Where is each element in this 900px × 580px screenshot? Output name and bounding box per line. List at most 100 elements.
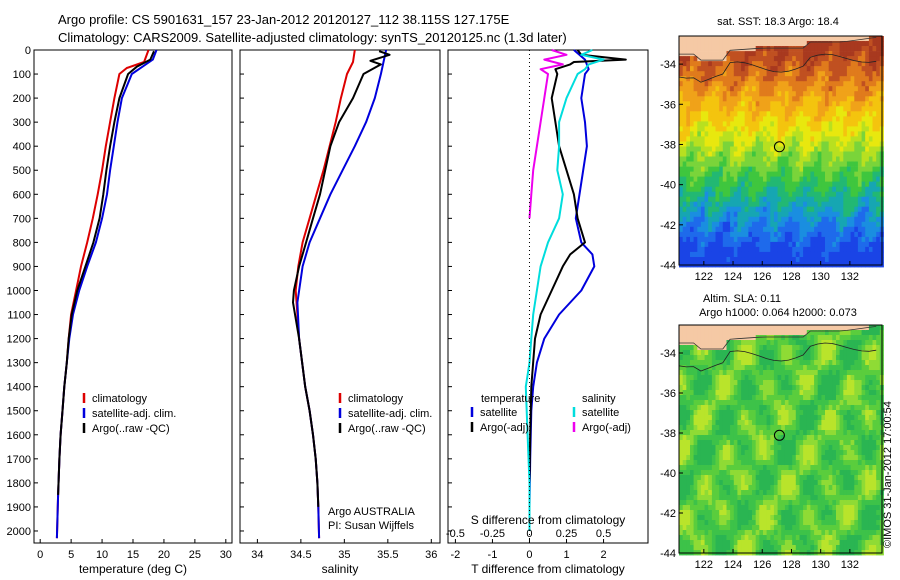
map-cell [686, 485, 691, 491]
map-cell [763, 475, 768, 481]
map-cell [825, 106, 830, 112]
map-cell [814, 191, 819, 198]
map-cell [777, 445, 782, 451]
map-cell [744, 251, 749, 258]
map-cell [766, 450, 771, 456]
map-cell [748, 141, 753, 147]
map-cell [810, 465, 815, 471]
map-cell [700, 196, 705, 203]
map-cell [781, 545, 786, 551]
map-cell [748, 385, 753, 391]
map-cell [814, 470, 819, 476]
map-cell [795, 485, 800, 491]
map-cell [803, 221, 808, 228]
map-cell [828, 500, 833, 506]
map-cell [814, 241, 819, 248]
map-cell [817, 335, 822, 341]
map-cell [795, 56, 800, 62]
map-cell [868, 41, 873, 47]
land-cell [803, 325, 808, 331]
map-cell [832, 505, 837, 511]
map-cell [846, 246, 851, 253]
map-cell [876, 181, 881, 187]
map-cell [843, 530, 848, 536]
map-cell [803, 66, 808, 72]
map-cell [839, 440, 844, 446]
map-cell [737, 375, 742, 381]
map-cell [777, 470, 782, 476]
map-cell [759, 375, 764, 381]
map-cell [730, 161, 735, 167]
map-cell [792, 151, 797, 157]
depth-tick-label: 1000 [7, 285, 31, 297]
map-cell [744, 355, 749, 361]
map-cell [792, 96, 797, 102]
map-cell [730, 345, 735, 351]
map-cell [759, 116, 764, 122]
map-cell [766, 171, 771, 177]
map-cell [850, 470, 855, 476]
map-cell [843, 171, 848, 177]
map-cell [817, 490, 822, 496]
map-cell [788, 166, 793, 172]
map-cell [832, 176, 837, 182]
map-cell [799, 425, 804, 431]
map-cell [799, 176, 804, 182]
map-cell [708, 96, 713, 102]
map-cell [868, 226, 873, 233]
map-cell [693, 206, 698, 213]
map-cell [832, 530, 837, 536]
map-cell [700, 221, 705, 228]
map-cell [799, 221, 804, 228]
map-cell [744, 171, 749, 177]
map-cell [719, 485, 724, 491]
land-cell [693, 36, 698, 42]
map-cell [773, 236, 778, 243]
map-cell [733, 61, 738, 67]
map-cell [763, 435, 768, 441]
map-cell [726, 470, 731, 476]
map-cell [733, 96, 738, 102]
map-cell [799, 101, 804, 107]
map-cell [748, 370, 753, 376]
map-cell [843, 510, 848, 516]
map-cell [682, 206, 687, 213]
map-cell [788, 400, 793, 406]
map-cell [766, 141, 771, 147]
map-cell [737, 61, 742, 67]
map-cell [682, 415, 687, 421]
legend-title: temperature [481, 393, 540, 405]
map-cell [770, 246, 775, 253]
map-cell [711, 226, 716, 233]
land-cell [759, 41, 764, 47]
map-cell [843, 445, 848, 451]
map-cell [817, 131, 822, 137]
map-cell [836, 236, 841, 243]
map-cell [715, 196, 720, 203]
map-cell [679, 86, 684, 92]
map-cell [715, 410, 720, 416]
map-cell [686, 76, 691, 82]
land-cell [788, 330, 793, 336]
map-cell [690, 530, 695, 536]
map-cell [850, 226, 855, 233]
map-cell [715, 146, 720, 152]
map-cell [817, 66, 822, 72]
map-cell [836, 191, 841, 198]
map-cell [704, 380, 709, 386]
map-cell [711, 141, 716, 147]
land-cell [722, 330, 727, 336]
map-cell [839, 171, 844, 177]
map-cell [759, 226, 764, 233]
map-cell [755, 101, 760, 107]
map-cell [700, 106, 705, 112]
map-cell [741, 241, 746, 248]
map-cell [763, 51, 768, 57]
map-cell [697, 490, 702, 496]
map-cell [759, 56, 764, 62]
map-cell [704, 420, 709, 426]
map-cell [737, 121, 742, 127]
map-cell [759, 460, 764, 466]
map-cell [744, 257, 749, 263]
map-cell [821, 470, 826, 476]
